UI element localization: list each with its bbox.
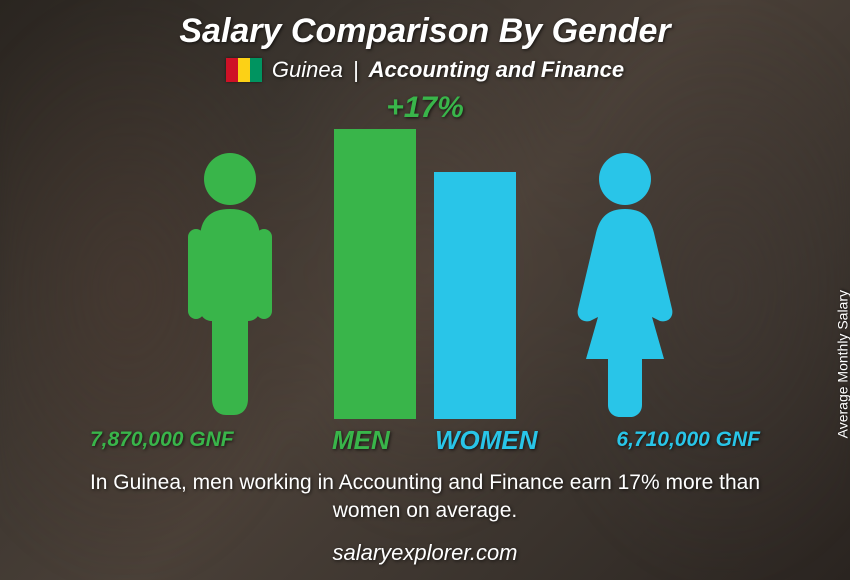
women-label: WOMEN [435, 425, 538, 456]
country-label: Guinea [272, 57, 343, 83]
footer-source: salaryexplorer.com [0, 540, 850, 566]
women-salary-value: 6,710,000 GNF [616, 428, 760, 452]
man-icon [170, 149, 290, 419]
bar-women [434, 172, 516, 419]
men-salary-value: 7,870,000 GNF [90, 428, 234, 452]
labels-row: 7,870,000 GNF MEN WOMEN 6,710,000 GNF [0, 419, 850, 461]
infographic-container: Salary Comparison By Gender Guinea | Acc… [0, 0, 850, 580]
chart-area: +17% [0, 91, 850, 461]
men-label: MEN [332, 425, 390, 456]
separator: | [353, 57, 359, 83]
page-title: Salary Comparison By Gender [0, 0, 850, 51]
bar-men [334, 129, 416, 419]
subtitle-row: Guinea | Accounting and Finance [0, 57, 850, 83]
woman-icon [560, 149, 690, 419]
axis-label: Average Monthly Salary [834, 290, 850, 438]
delta-percentage-label: +17% [386, 91, 464, 125]
flag-icon [226, 58, 262, 82]
bar-group [334, 129, 516, 419]
summary-text: In Guinea, men working in Accounting and… [0, 461, 850, 526]
sector-label: Accounting and Finance [369, 57, 624, 83]
